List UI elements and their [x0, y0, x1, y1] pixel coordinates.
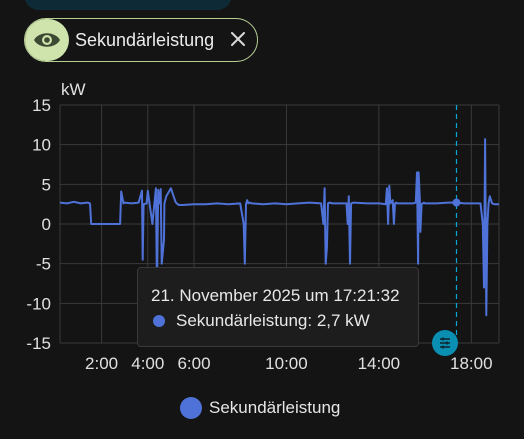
legend-label: Sekundärleistung	[209, 398, 341, 417]
chip-label: Sekundärleistung	[75, 30, 215, 50]
series-line-sekundaerleistung	[59, 138, 499, 317]
legend-swatch	[180, 397, 202, 419]
x-tick-label: 14:00	[358, 354, 401, 373]
chart-zoom-button[interactable]	[432, 330, 458, 356]
y-tick-label: -15	[26, 334, 51, 353]
y-tick-label: 0	[42, 215, 51, 234]
hover-point	[452, 198, 461, 207]
y-tick-label: 15	[32, 96, 51, 115]
top-card	[24, 0, 232, 10]
chip-icon-container[interactable]	[25, 19, 69, 61]
y-tick-label: -10	[26, 294, 51, 313]
y-tick-label: -5	[36, 255, 51, 274]
close-icon	[231, 32, 245, 46]
y-axis-unit-label: kW	[61, 80, 86, 99]
x-tick-label: 18:00	[450, 354, 493, 373]
y-tick-label: 10	[32, 136, 51, 155]
eye-icon	[34, 33, 60, 47]
chart-legend[interactable]: Sekundärleistung	[180, 396, 340, 420]
filter-chip[interactable]: Sekundärleistung	[24, 18, 258, 62]
tooltip-value: Sekundärleistung: 2,7 kW	[176, 311, 370, 330]
chart-tooltip: 21. November 2025 um 17:21:32 Sekundärle…	[137, 267, 419, 347]
x-tick-label: 4:00	[131, 354, 164, 373]
x-tick-label: 2:00	[85, 354, 118, 373]
tooltip-title: 21. November 2025 um 17:21:32	[151, 286, 400, 305]
x-tick-label: 10:00	[265, 354, 308, 373]
x-tick-label: 6:00	[177, 354, 210, 373]
sliders-icon	[440, 337, 450, 349]
chip-close-button[interactable]	[227, 28, 249, 50]
y-tick-label: 5	[42, 175, 51, 194]
tooltip-series-dot	[153, 315, 165, 327]
